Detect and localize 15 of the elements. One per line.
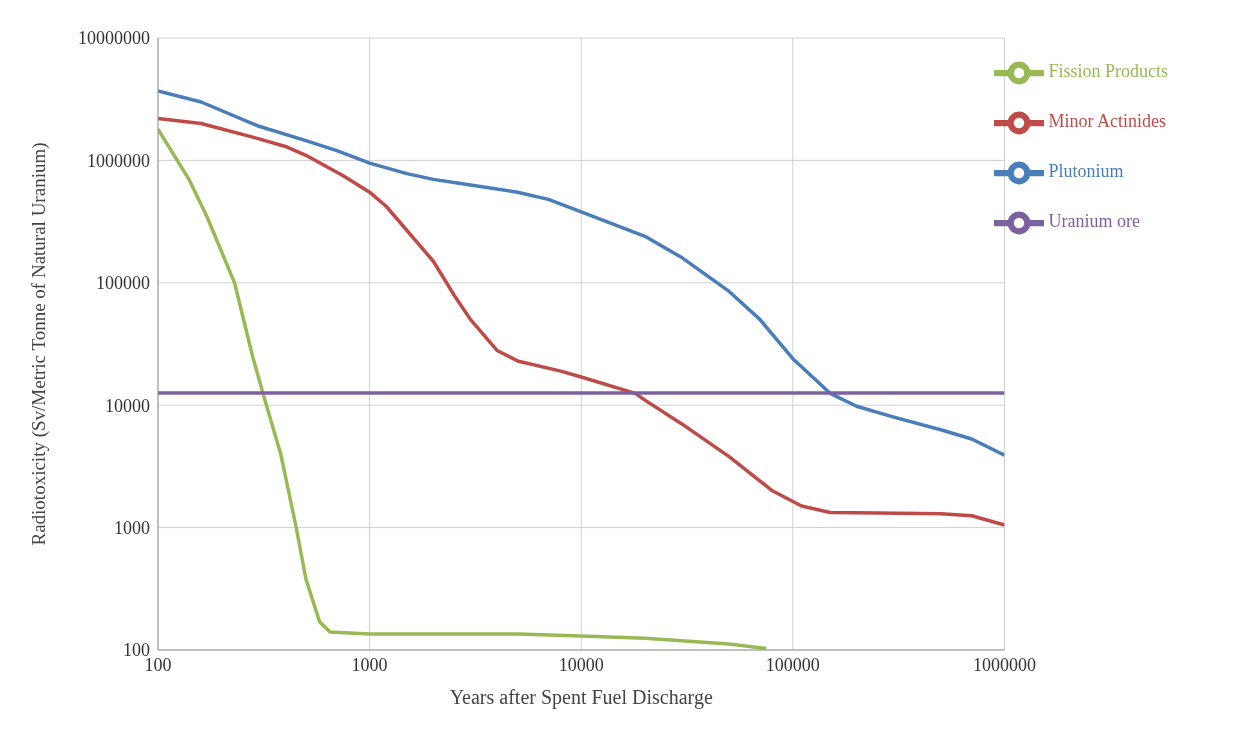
legend-label: Minor Actinides — [1048, 111, 1166, 132]
legend-label: Uranium ore — [1048, 211, 1140, 232]
y-tick-label: 1000000 — [87, 150, 150, 171]
x-tick-label: 100000 — [765, 654, 820, 675]
x-tick-label: 10000 — [558, 654, 604, 675]
y-tick-label: 100000 — [96, 273, 150, 294]
y-tick-label: 10000000 — [78, 28, 150, 49]
legend-label: Fission Products — [1048, 61, 1168, 82]
x-axis-title: Years after Spent Fuel Discharge — [449, 686, 713, 709]
y-tick-label: 1000 — [114, 517, 150, 538]
x-tick-label: 1000 — [351, 654, 388, 675]
legend-label: Plutonium — [1048, 161, 1124, 182]
y-tick-label: 10000 — [105, 395, 150, 416]
x-tick-label: 1000000 — [972, 654, 1036, 675]
y-axis-title: Radiotoxicity (Sv/Metric Tonne of Natural Uranium) — [27, 142, 50, 546]
